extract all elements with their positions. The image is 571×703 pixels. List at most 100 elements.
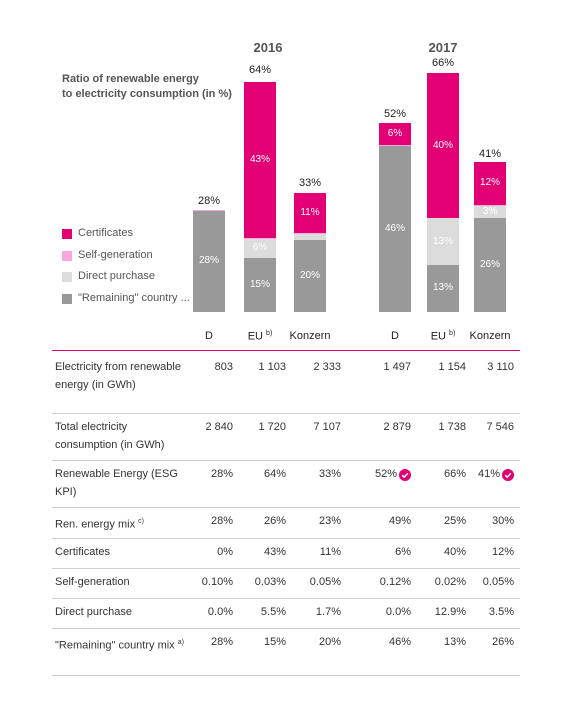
cell: 28% bbox=[211, 466, 233, 484]
cell-text: 6% bbox=[395, 546, 411, 558]
category: EU bbox=[430, 330, 446, 343]
row-label: Direct purchase bbox=[55, 604, 185, 622]
cell: 41% bbox=[478, 466, 514, 484]
cell: 1 497 bbox=[383, 359, 411, 377]
cell: 23% bbox=[319, 513, 341, 531]
cell-text: 12% bbox=[491, 546, 514, 558]
value-label: 11% bbox=[300, 207, 320, 219]
value-label: 13% bbox=[432, 282, 453, 294]
legend-label: Direct purchase bbox=[78, 270, 156, 282]
cell-text: 28% bbox=[210, 468, 233, 480]
row-label: Self-generation bbox=[55, 574, 185, 592]
value-label: 13% bbox=[432, 235, 453, 247]
cell: 0.02% bbox=[435, 574, 466, 592]
header-rule bbox=[52, 350, 520, 351]
cell: 26% bbox=[264, 513, 286, 531]
row-rule bbox=[52, 568, 520, 569]
row-note: a) bbox=[177, 639, 184, 646]
cell: 1 154 bbox=[438, 359, 466, 377]
row-label: Certificates bbox=[55, 544, 185, 562]
cell: 64% bbox=[264, 466, 286, 484]
row-label-text: Self-generation bbox=[55, 576, 130, 588]
legend-swatch bbox=[62, 272, 72, 282]
cell: 1 738 bbox=[438, 419, 466, 437]
cell: 28% bbox=[211, 634, 233, 652]
bar-segment bbox=[294, 239, 326, 312]
check-icon bbox=[502, 468, 514, 481]
bar-segment bbox=[193, 210, 225, 312]
cell-text: 0.05% bbox=[482, 576, 514, 588]
cell-text: 3 110 bbox=[487, 361, 514, 373]
cell-text: 46% bbox=[388, 636, 411, 648]
row-label: "Remaining" country mix a) bbox=[55, 634, 185, 655]
group-label: 2017 bbox=[428, 40, 458, 55]
cell-text: 1 497 bbox=[383, 361, 411, 373]
cell: 40% bbox=[444, 544, 466, 562]
total-label: 52% bbox=[383, 107, 407, 120]
cell: 2 879 bbox=[383, 419, 411, 437]
cell-text: 13% bbox=[443, 636, 466, 648]
cell-text: 41% bbox=[477, 468, 500, 480]
cell: 43% bbox=[264, 544, 286, 562]
cell: 66% bbox=[444, 466, 466, 484]
group-label: 2016 bbox=[253, 40, 283, 55]
category-note: b) bbox=[266, 330, 273, 337]
row-label-text: Ren. energy mix bbox=[55, 518, 136, 531]
cell-text: 0.10% bbox=[201, 576, 233, 588]
row-rule bbox=[52, 413, 520, 414]
cell-text: 0.05% bbox=[309, 576, 341, 588]
total-label: 41% bbox=[478, 147, 502, 160]
value-label: 15% bbox=[249, 278, 270, 290]
cell-text: 26% bbox=[263, 515, 286, 527]
cell: 0.05% bbox=[310, 574, 341, 592]
row-rule bbox=[52, 460, 520, 461]
cell-text: 0.12% bbox=[379, 576, 411, 588]
cell-text: 7 546 bbox=[486, 421, 514, 433]
total-label: 33% bbox=[298, 176, 322, 189]
cell-text: 25% bbox=[443, 515, 466, 527]
row-rule bbox=[52, 598, 520, 599]
legend-label: Self-generation bbox=[78, 248, 153, 261]
cell: 0.12% bbox=[380, 574, 411, 592]
row-label: Ren. energy mix c) bbox=[55, 513, 185, 534]
total-label: 66% bbox=[431, 57, 455, 70]
value-label: 20% bbox=[299, 269, 320, 281]
category: Konzern bbox=[289, 330, 331, 342]
cell-text: 1 738 bbox=[438, 421, 466, 433]
cell-text: 43% bbox=[263, 546, 286, 558]
legend-label: Certificates bbox=[78, 227, 134, 239]
cell: 49% bbox=[389, 513, 411, 531]
value-label: 28% bbox=[198, 255, 219, 267]
row-label: Electricity from renewable energy (in GW… bbox=[55, 359, 185, 394]
value-label: 6% bbox=[252, 241, 268, 253]
bar-segment bbox=[427, 264, 459, 312]
category: Konzern bbox=[469, 330, 511, 342]
legend-swatch bbox=[62, 293, 72, 304]
cell-text: 0.03% bbox=[254, 576, 286, 588]
cell: 20% bbox=[319, 634, 341, 652]
bar-segment bbox=[474, 217, 506, 312]
legend-swatch bbox=[62, 229, 72, 239]
bar-segment bbox=[244, 82, 276, 238]
cell: 1.7% bbox=[316, 604, 341, 622]
cell-text: 30% bbox=[491, 515, 514, 527]
value-label: 40% bbox=[432, 139, 453, 151]
cell: 0.0% bbox=[386, 604, 411, 622]
cell-text: 49% bbox=[388, 515, 411, 527]
value-label: 43% bbox=[249, 153, 270, 165]
bar-segment bbox=[379, 145, 411, 312]
cell: 0% bbox=[217, 544, 233, 562]
cell: 2 840 bbox=[205, 419, 233, 437]
cell: 46% bbox=[389, 634, 411, 652]
bar-segment bbox=[474, 205, 506, 218]
value-label: 26% bbox=[479, 258, 500, 270]
cell-text: 7 107 bbox=[313, 421, 341, 433]
cell-text: 28% bbox=[210, 515, 233, 527]
row-note: c) bbox=[138, 518, 144, 525]
value-label: 12% bbox=[479, 177, 500, 189]
row-rule bbox=[52, 675, 520, 676]
cell: 0.03% bbox=[255, 574, 286, 592]
bar-segment bbox=[294, 193, 326, 234]
row-label-text: Total electricity consumption (in GWh) bbox=[55, 421, 165, 451]
